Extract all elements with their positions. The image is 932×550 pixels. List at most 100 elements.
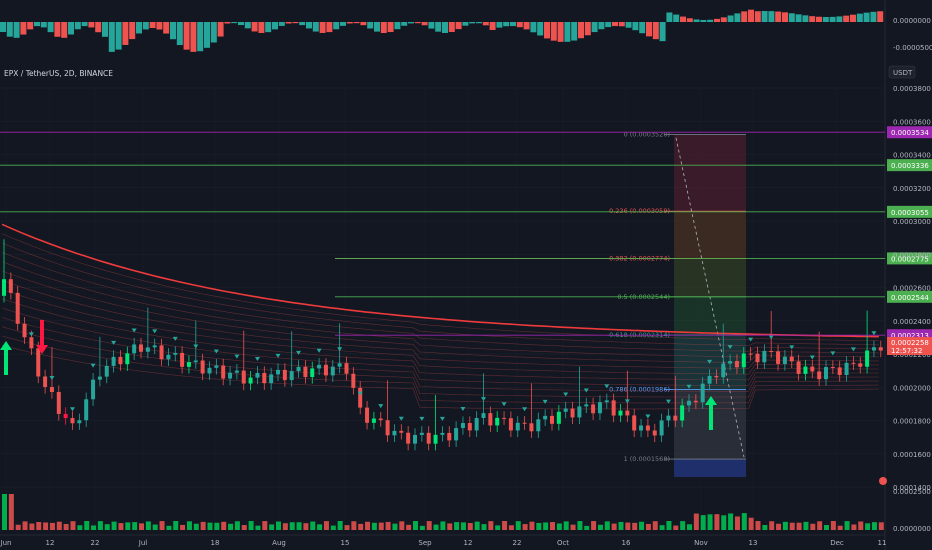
oscillator-bar: [285, 22, 292, 24]
volume-bar: [782, 521, 788, 530]
oscillator-bar: [652, 22, 659, 40]
oscillator-bar: [210, 22, 217, 43]
oscillator-bar: [469, 22, 476, 24]
oscillator-bar: [387, 22, 394, 33]
candle-body: [824, 367, 828, 380]
sell-arrow-icon: [665, 399, 671, 404]
candle-body: [207, 367, 212, 374]
ma-ribbon-line: [1, 233, 879, 341]
oscillator-bar: [40, 22, 47, 28]
candle-body: [748, 353, 753, 355]
volume-bar: [748, 517, 754, 530]
oscillator-bar: [748, 9, 754, 22]
oscillator-bar: [136, 22, 142, 34]
volume-bar: [419, 525, 425, 530]
oscillator-bar: [13, 22, 20, 38]
volume-bar: [15, 524, 21, 530]
candle-body: [474, 417, 479, 431]
level-price-badge: [887, 290, 932, 303]
candle-body: [399, 430, 404, 433]
candle-body: [296, 366, 301, 372]
level-price-badge: [887, 159, 932, 172]
candle-body: [269, 374, 274, 384]
volume-bar: [8, 494, 14, 530]
fib-zone-extension: [674, 459, 746, 478]
oscillator-bar: [163, 22, 170, 34]
candle-body: [454, 428, 459, 441]
candle-body: [611, 400, 616, 416]
candle-body: [132, 344, 137, 354]
osc-axis-top: 0.0000000: [893, 17, 931, 25]
fib-label: 0 (0.0003520): [624, 131, 670, 139]
oscillator-bar: [326, 22, 333, 33]
volume-bar: [351, 521, 357, 530]
candle-body: [84, 399, 89, 421]
volume-bar: [91, 525, 97, 530]
volume-bar: [673, 525, 679, 530]
oscillator-bar: [591, 22, 598, 33]
oscillator-bar: [822, 16, 829, 22]
volume-bar: [159, 521, 165, 530]
volume-bar: [180, 524, 186, 530]
candle-body: [460, 423, 465, 429]
fib-zone: [674, 258, 746, 297]
level-price-label: 0.0002313: [891, 332, 929, 340]
volume-bar: [36, 522, 42, 530]
oscillator-bar: [686, 18, 693, 22]
oscillator-bar: [550, 22, 557, 41]
level-price-label: 0.0003336: [891, 162, 929, 170]
candle-body: [145, 347, 150, 352]
sell-arrow-icon: [481, 397, 486, 402]
volume-bar: [824, 524, 829, 530]
candle-body: [625, 410, 630, 416]
candle-body: [680, 405, 685, 421]
candle-body: [755, 353, 760, 363]
date-tick-label: 22: [513, 539, 522, 547]
volume-bar: [830, 521, 836, 530]
candle-body: [330, 366, 335, 376]
price-tick-label: 0.0003800: [893, 85, 931, 93]
oscillator-bar: [659, 22, 666, 42]
candle-body: [323, 364, 328, 376]
oscillator-bar: [727, 15, 734, 22]
candle-body: [426, 432, 431, 444]
candle-body: [392, 430, 397, 436]
oscillator-bar: [428, 22, 435, 29]
oscillator-bar: [476, 22, 482, 24]
oscillator-bar: [346, 22, 353, 24]
alert-icon[interactable]: [879, 477, 887, 485]
candle-body: [502, 417, 507, 419]
candle-body: [577, 406, 582, 418]
oscillator-bar: [244, 22, 251, 29]
sell-arrow-icon: [28, 332, 34, 337]
volume-bar: [632, 522, 638, 530]
oscillator-bar: [693, 19, 700, 22]
sell-arrow-icon: [563, 392, 569, 397]
oscillator-bar: [734, 13, 741, 22]
volume-bar: [714, 514, 720, 530]
candle-body: [77, 420, 82, 424]
oscillator-bar: [265, 22, 272, 33]
oscillator-bar: [360, 22, 367, 26]
volume-bar: [385, 521, 391, 530]
candle-body: [317, 364, 322, 369]
candle-body: [481, 413, 486, 418]
candle-body: [303, 366, 308, 378]
volume-bar: [173, 521, 179, 530]
sell-arrow-icon: [707, 359, 713, 364]
oscillator-bar: [775, 11, 782, 22]
volume-bar: [234, 521, 240, 530]
candle-body: [200, 360, 205, 374]
candle-body: [193, 360, 198, 363]
candle-body: [803, 366, 808, 374]
oscillator-bar: [455, 22, 462, 30]
volume-bar: [659, 525, 665, 530]
sell-arrow-icon: [419, 416, 425, 421]
oscillator-bar: [714, 18, 720, 22]
oscillator-bar: [829, 16, 836, 22]
oscillator-bar: [61, 22, 68, 38]
volume-bar: [221, 521, 227, 530]
volume-bar: [543, 522, 549, 530]
volume-bar: [2, 494, 7, 530]
